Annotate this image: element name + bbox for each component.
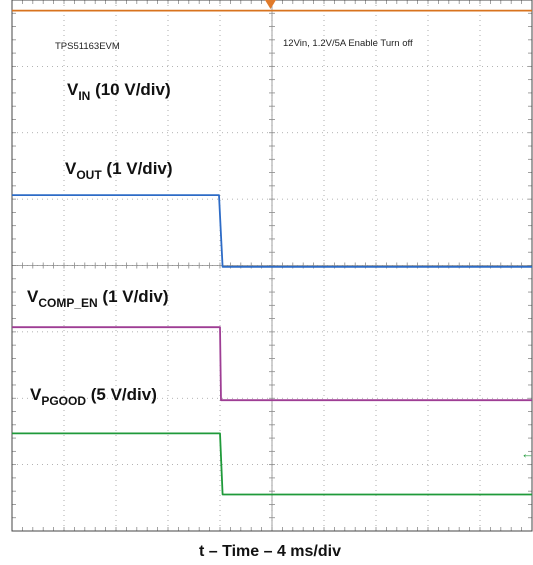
trace-vpgood xyxy=(12,432,532,496)
series-label-vout: VOUT (1 V/div) xyxy=(65,159,173,182)
ground-marker: ← xyxy=(521,446,533,461)
trace-vout xyxy=(12,194,532,268)
trace-vcomp xyxy=(12,326,532,402)
series-label-vpgood: VPGOOD (5 V/div) xyxy=(30,385,157,408)
traces xyxy=(12,9,532,496)
series-label-vin: VIN (10 V/div) xyxy=(67,80,171,103)
series-label-vcomp: VCOMP_EN (1 V/div) xyxy=(27,287,169,310)
board-label: TPS51163EVM xyxy=(55,41,120,52)
trigger-marker xyxy=(265,0,276,9)
plot-frame xyxy=(11,0,533,532)
grid xyxy=(11,0,533,532)
svg-text:←: ← xyxy=(521,446,533,461)
condition-label: 12Vin, 1.2V/5A Enable Turn off xyxy=(283,38,413,49)
x-axis-label: t – Time – 4 ms/div xyxy=(199,543,341,560)
